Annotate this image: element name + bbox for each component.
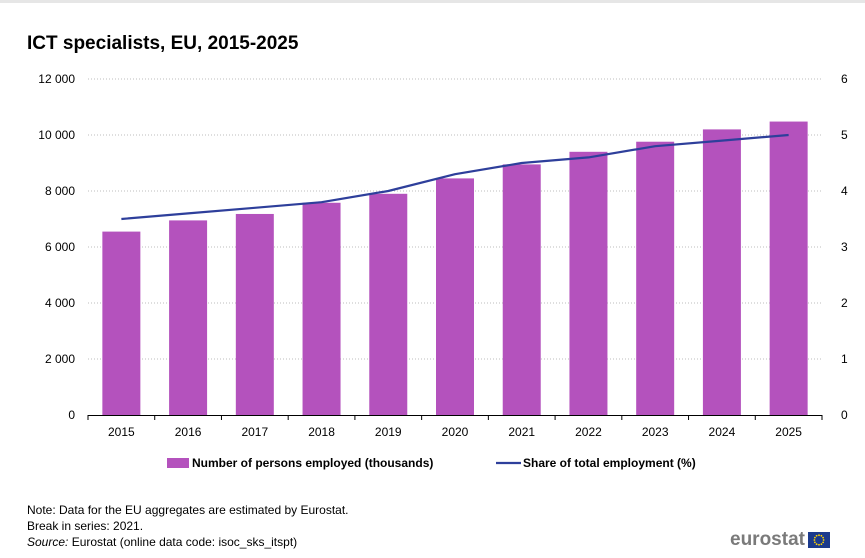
axes: 0 0 2 000 1 4 000 2 6 000 3 8 000 4 10 000 5 12 000 6… [38,72,848,439]
y-left-tick-label: 4 000 [45,296,75,310]
x-tick-label: 2015 [108,425,135,439]
chart: 0 0 2 000 1 4 000 2 6 000 3 8 000 4 10 000 5 12 000 6… [38,72,848,470]
bar [169,220,208,415]
eu-flag-icon [807,532,830,548]
y-right-tick-label: 2 [841,296,848,310]
y-left-tick-label: 0 [68,408,75,422]
bar [436,178,474,415]
y-left-tick-label: 6 000 [45,240,75,254]
legend-label-bar: Number of persons employed (thousands) [192,456,433,470]
y-right-tick-label: 0 [841,408,848,422]
x-tick-label: 2018 [308,425,335,439]
chart-title: ICT specialists, EU, 2015-2025 [27,33,299,54]
bar [702,129,741,415]
x-tick-label: 2019 [375,425,402,439]
x-tick-label: 2016 [175,425,202,439]
y-right-tick-label: 3 [841,240,848,254]
bar [769,121,808,415]
line-series [121,133,789,221]
bar [302,202,341,415]
bar [102,231,141,415]
y-left-tick-label: 2 000 [45,352,75,366]
logo-word: eurostat [730,529,805,550]
source-label: Source: [27,535,69,549]
legend-swatch-bar [167,458,189,468]
x-tick-label: 2025 [775,425,802,439]
source-line: Source: Eurostat (online data code: isoc… [27,534,349,550]
y-right-tick-label: 4 [841,184,848,198]
notes: Note: Data for the EU aggregates are est… [27,502,349,550]
x-tick-label: 2017 [241,425,268,439]
y-left-tick-label: 12 000 [38,72,75,86]
legend: Number of persons employed (thousands) Sh… [167,456,696,470]
y-right-tick-label: 6 [841,72,848,86]
source-text: Eurostat (online data code: isoc_sks_its… [68,535,298,549]
y-right-tick-label: 1 [841,352,848,366]
x-tick-label: 2024 [709,425,736,439]
top-rule [0,0,865,3]
bar-series [102,121,808,416]
note-line-1: Note: Data for the EU aggregates are est… [27,503,349,517]
bar [369,193,408,415]
note-line-2: Break in series: 2021. [27,519,144,533]
legend-label-line: Share of total employment (%) [523,456,696,470]
y-left-tick-label: 10 000 [38,128,75,142]
y-left-tick-label: 8 000 [45,184,75,198]
bar [502,164,541,415]
x-tick-label: 2023 [642,425,669,439]
x-tick-label: 2020 [442,425,469,439]
bar [569,151,608,416]
bar [235,213,274,415]
y-right-tick-label: 5 [841,128,848,142]
x-tick-label: 2021 [508,425,535,439]
x-tick-label: 2022 [575,425,602,439]
bar [636,141,675,415]
eurostat-logo: eurostat [730,529,830,551]
